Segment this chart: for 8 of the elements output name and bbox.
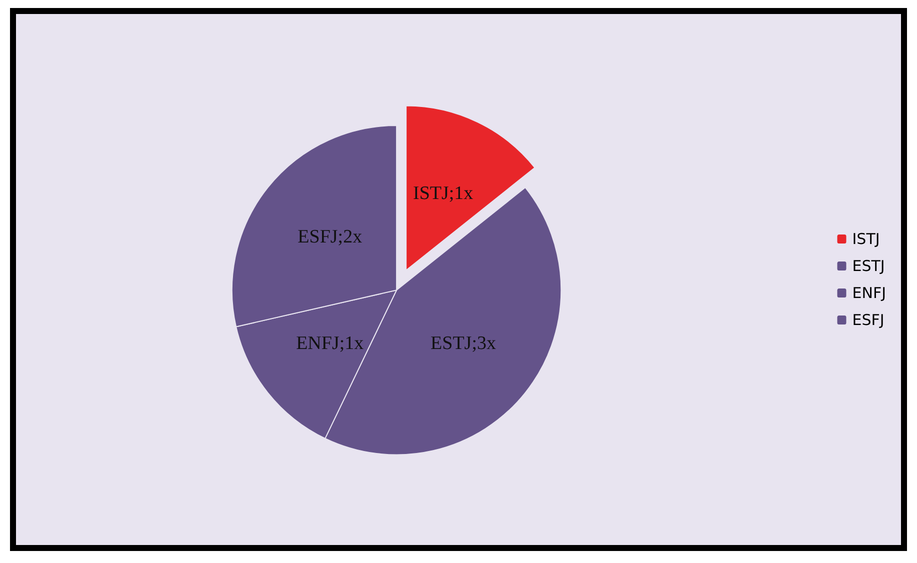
legend-label: ENFJ: [852, 284, 886, 302]
data-label: ESFJ;2x: [298, 226, 363, 248]
legend-label: ESTJ: [852, 257, 885, 275]
legend-label: ESFJ: [852, 311, 884, 329]
data-label: ESTJ;3x: [430, 332, 496, 354]
legend-label: ISTJ: [852, 230, 880, 248]
data-label: ISTJ;1x: [413, 182, 474, 204]
data-label: ENFJ;1x: [296, 332, 364, 354]
